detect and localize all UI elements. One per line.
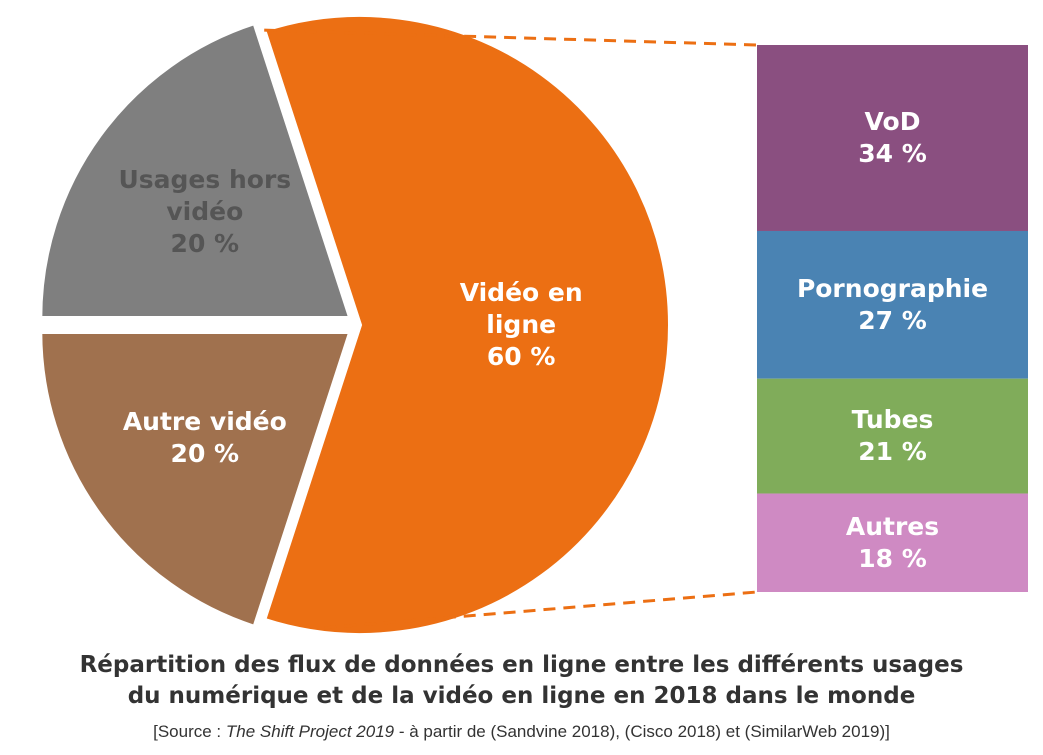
segment-label: Autres: [845, 511, 940, 541]
slice-value: 20 %: [170, 438, 240, 468]
bar-segment: [757, 493, 1028, 592]
segment-label: VoD: [864, 106, 921, 136]
segment-value: 18 %: [858, 543, 927, 573]
slice-label: Vidéo en ligne: [459, 278, 583, 339]
slice-label: Autre vidéo: [122, 406, 287, 436]
source-text: The Shift Project 2019: [225, 722, 395, 741]
slice-value: 20 %: [170, 229, 240, 259]
bar-segment: [757, 230, 1028, 379]
source: [Source : The Shift Project 2019 - à par…: [0, 722, 1043, 742]
bar-segment: [757, 45, 1028, 231]
segment-label: Pornographie: [796, 273, 989, 303]
connector: [324, 590, 758, 630]
slice-label: Usages hors vidéo: [118, 165, 292, 227]
connector: [264, 28, 758, 47]
pie-slice: [38, 330, 354, 630]
segment-value: 27 %: [858, 305, 927, 335]
chart-title: Répartition des flux de données en ligne…: [79, 652, 964, 678]
slice-value: 60 %: [486, 342, 556, 371]
segment-value: 21 %: [858, 437, 927, 467]
segment-label: Tubes: [851, 405, 934, 435]
bar-segment: [757, 378, 1028, 494]
pie-slice: [261, 13, 672, 637]
segment-value: 34 %: [858, 138, 927, 168]
chart-title: du numérique et de la vidéo en ligne en …: [127, 683, 916, 709]
source-text: [Source :: [153, 722, 226, 741]
pie-slice: [38, 20, 354, 320]
source-text: - à partir de (Sandvine 2018), (Cisco 20…: [394, 722, 890, 741]
